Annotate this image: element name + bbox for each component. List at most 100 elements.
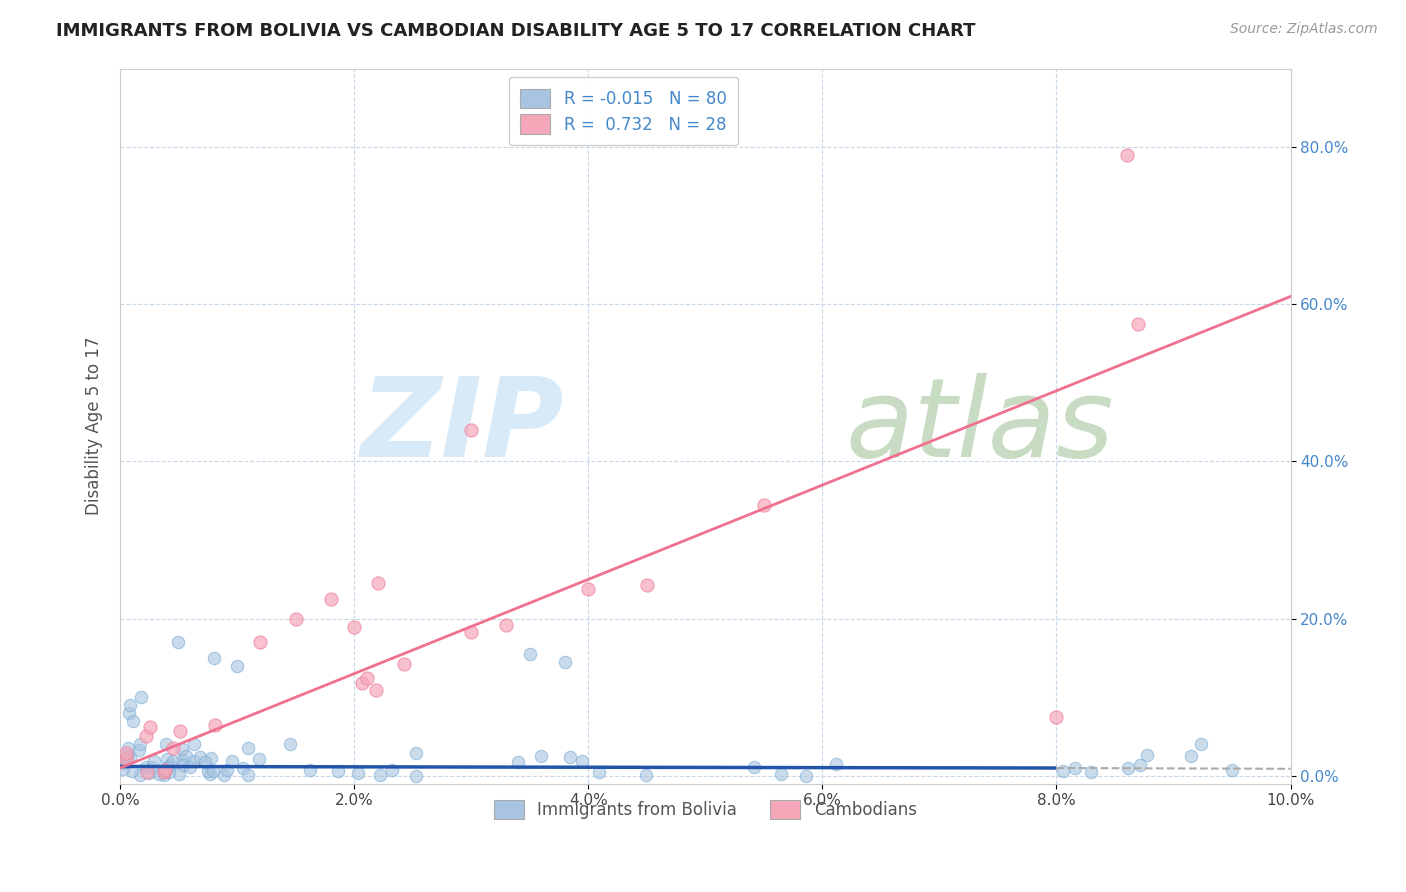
Point [636,578,658,592]
Text: atlas: atlas [846,373,1115,480]
Point [122,714,145,728]
Point [343,619,366,633]
Point [212,768,235,782]
Point [129,768,152,782]
Point [1080,764,1102,779]
Y-axis label: Disability Age 5 to 17: Disability Age 5 to 17 [86,337,103,516]
Point [162,740,184,755]
Point [381,763,404,777]
Point [1128,317,1150,331]
Point [1116,761,1139,775]
Point [155,738,177,752]
Point [405,769,427,783]
Point [1220,763,1243,777]
Point [153,764,176,778]
Text: Source: ZipAtlas.com: Source: ZipAtlas.com [1230,22,1378,37]
Point [136,764,159,779]
Point [143,755,166,769]
Point [530,748,553,763]
Point [172,742,194,756]
Point [1136,748,1159,763]
Point [156,752,179,766]
Point [117,747,139,762]
Point [1180,748,1202,763]
Point [141,760,163,774]
Point [200,751,222,765]
Point [194,755,217,769]
Point [236,741,259,756]
Point [129,738,152,752]
Point [328,764,350,779]
Point [159,757,181,772]
Point [117,740,139,755]
Point [135,760,157,774]
Point [172,757,194,772]
Point [1052,764,1074,779]
Point [405,746,427,760]
Point [118,706,141,720]
Point [170,753,193,767]
Point [128,743,150,757]
Point [139,720,162,734]
Point [174,749,197,764]
Point [157,760,180,774]
Point [588,764,610,779]
Point [112,754,135,768]
Text: ZIP: ZIP [361,373,565,480]
Point [112,763,135,777]
Point [183,738,205,752]
Point [153,764,176,779]
Point [825,756,848,771]
Point [319,592,342,607]
Point [188,750,211,764]
Point [1189,738,1212,752]
Point [215,763,238,777]
Point [153,767,176,781]
Point [204,718,226,732]
Point [364,683,387,698]
Point [120,698,142,713]
Point [236,768,259,782]
Point [183,754,205,768]
Point [202,651,225,665]
Legend: Immigrants from Bolivia, Cambodians: Immigrants from Bolivia, Cambodians [486,793,924,825]
Point [280,738,302,752]
Point [571,754,593,768]
Point [742,760,765,774]
Point [162,755,184,769]
Point [129,690,152,705]
Point [114,752,136,766]
Point [167,635,190,649]
Point [200,767,222,781]
Point [350,676,373,690]
Point [519,647,541,661]
Point [197,764,219,778]
Point [179,760,201,774]
Point [508,755,530,769]
Point [112,756,135,771]
Point [769,766,792,780]
Point [460,625,482,640]
Point [554,655,576,669]
Point [115,746,138,760]
Point [148,767,170,781]
Point [249,635,271,649]
Point [201,764,224,778]
Point [394,657,416,671]
Point [366,576,388,591]
Text: IMMIGRANTS FROM BOLIVIA VS CAMBODIAN DISABILITY AGE 5 TO 17 CORRELATION CHART: IMMIGRANTS FROM BOLIVIA VS CAMBODIAN DIS… [56,22,976,40]
Point [284,612,307,626]
Point [495,618,517,632]
Point [1115,148,1137,162]
Point [752,498,775,512]
Point [157,765,180,780]
Point [298,763,321,777]
Point [114,756,136,770]
Point [460,423,482,437]
Point [346,766,368,780]
Point [636,768,658,782]
Point [576,582,599,596]
Point [1064,761,1087,775]
Point [370,768,392,782]
Point [558,750,581,764]
